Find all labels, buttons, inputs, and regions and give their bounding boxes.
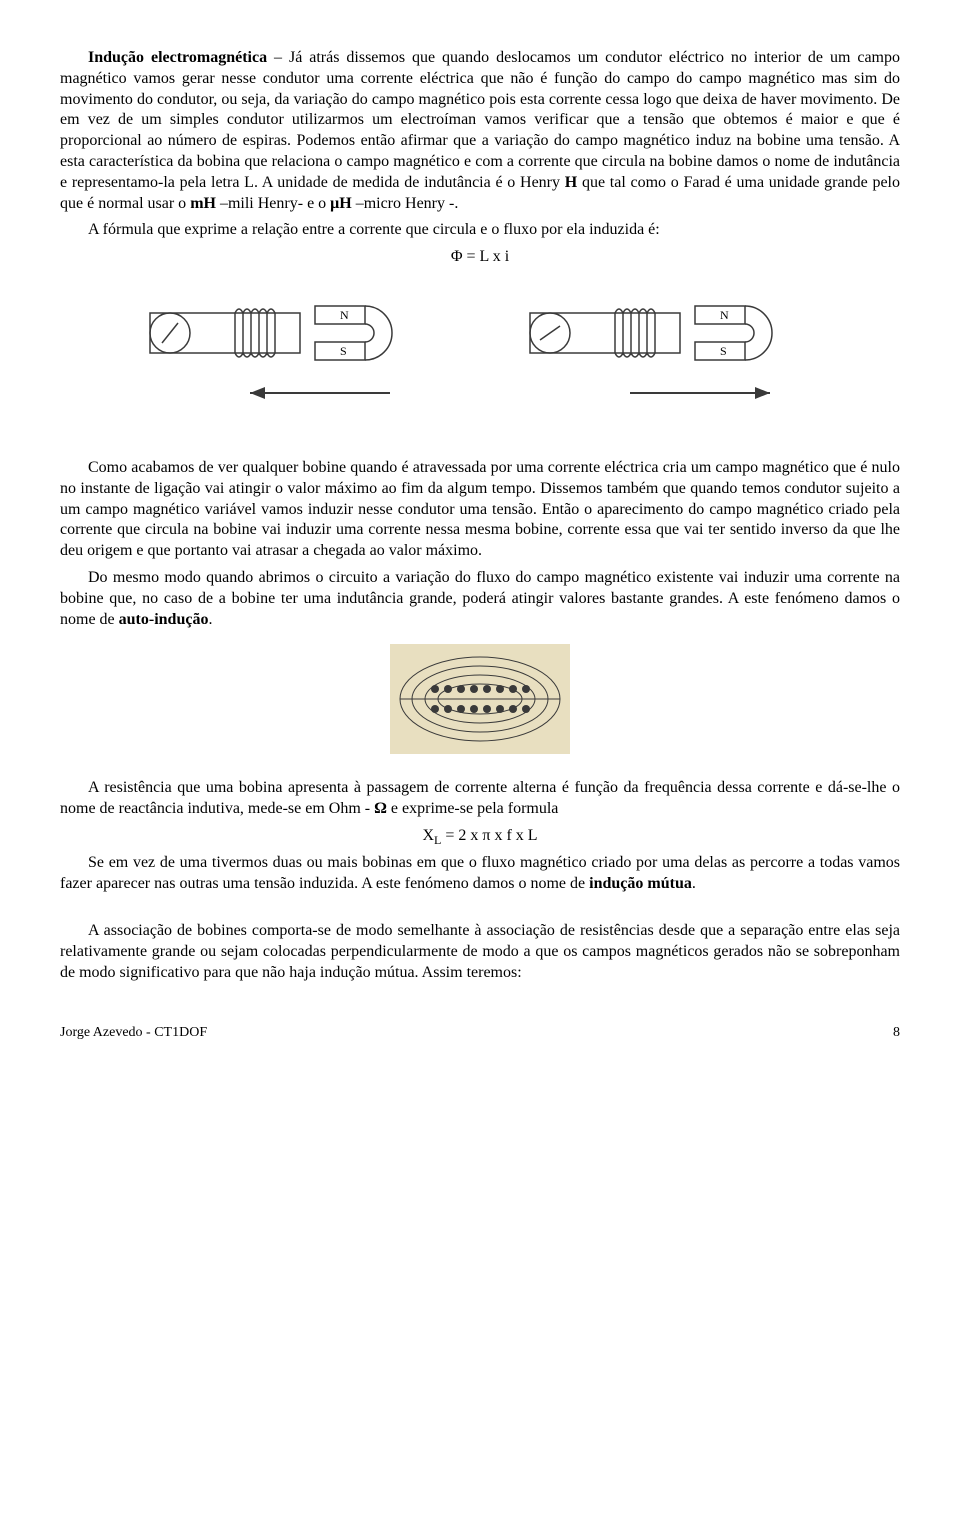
page-footer: Jorge Azevedo - CT1DOF 8 <box>60 1024 900 1042</box>
magnet-n-label: N <box>340 308 349 322</box>
p4-text-c: . <box>208 611 212 628</box>
formula-reactance: XL = 2 x π x f x L <box>60 826 900 849</box>
p1-text-f: –mili Henry- e o <box>216 195 330 212</box>
paragraph-2: A fórmula que exprime a relação entre a … <box>60 220 900 241</box>
figure-coil-field <box>60 644 900 754</box>
paragraph-3: Como acabamos de ver qualquer bobine qua… <box>60 458 900 562</box>
magnet-s-label-2: S <box>720 344 727 358</box>
unit-uH: μH <box>330 195 352 212</box>
footer-page-number: 8 <box>893 1024 900 1042</box>
formula2-x: X <box>422 827 434 844</box>
formula2-rest: = 2 x π x f x L <box>441 827 537 844</box>
paragraph-6: Se em vez de uma tivermos duas ou mais b… <box>60 853 900 895</box>
figure-induction-diagrams: N S N S <box>60 288 900 418</box>
paragraph-7: A associação de bobines comporta-se de m… <box>60 921 900 983</box>
term-auto-inducao: auto-indução <box>119 611 209 628</box>
diagram-induction-left: N S <box>140 288 440 418</box>
diagram-induction-right: N S <box>520 288 820 418</box>
p6-text-a: Se em vez de uma tivermos duas ou mais b… <box>60 854 900 892</box>
p5-text-c: e exprime-se pela formula <box>387 800 558 817</box>
term-inducao-mutua: indução mútua <box>589 875 692 892</box>
paragraph-5: A resistência que uma bobina apresenta à… <box>60 778 900 820</box>
paragraph-4: Do mesmo modo quando abrimos o circuito … <box>60 568 900 630</box>
p6-text-c: . <box>692 875 696 892</box>
unit-mH: mH <box>190 195 216 212</box>
p1-text-h: –micro Henry -. <box>352 195 459 212</box>
magnet-s-label: S <box>340 344 347 358</box>
paragraph-1: Indução electromagnética – Já atrás diss… <box>60 48 900 214</box>
formula-flux: Φ = L x i <box>60 247 900 268</box>
unit-henry: H <box>565 174 577 191</box>
heading-inducao: Indução electromagnética <box>88 49 267 66</box>
magnet-n-label-2: N <box>720 308 729 322</box>
p1-text-b: – Já atrás dissemos que quando deslocamo… <box>60 49 900 191</box>
footer-author: Jorge Azevedo - CT1DOF <box>60 1024 207 1042</box>
unit-ohm: Ω <box>374 800 387 817</box>
